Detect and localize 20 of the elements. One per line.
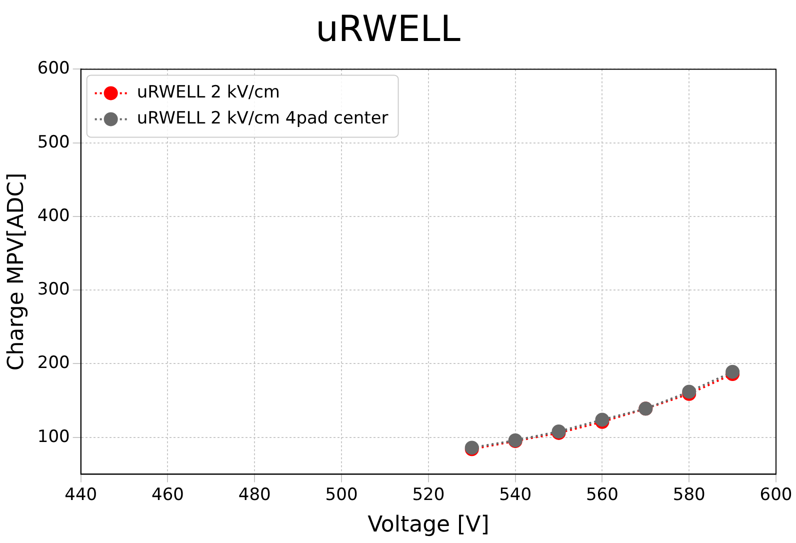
- y-tick-label: 200: [37, 353, 70, 374]
- x-tick-label: 500: [325, 484, 358, 505]
- x-axis-title: Voltage [V]: [368, 512, 490, 538]
- y-tick-label: 500: [37, 132, 70, 152]
- x-tick-label: 580: [672, 484, 706, 505]
- y-axis-title: Charge MPV[ADC]: [4, 172, 29, 371]
- x-tick-label: 480: [238, 484, 271, 505]
- x-tick-label: 520: [412, 484, 445, 505]
- y-tick-label: 100: [37, 426, 70, 447]
- y-tick-label: 600: [37, 58, 70, 79]
- y-tick-label: 300: [37, 280, 70, 300]
- y-tick-label: 400: [37, 206, 70, 226]
- chart-title: uRWELL: [316, 8, 460, 50]
- x-tick-label: 540: [499, 484, 532, 505]
- legend-label: uRWELL 2 kV/cm 4pad center: [136, 108, 388, 129]
- x-tick-label: 440: [64, 484, 98, 505]
- x-tick-label: 600: [760, 484, 792, 505]
- legend-label: uRWELL 2 kV/cm: [136, 82, 280, 103]
- x-tick-label: 460: [152, 484, 184, 505]
- x-tick-label: 560: [586, 484, 618, 505]
